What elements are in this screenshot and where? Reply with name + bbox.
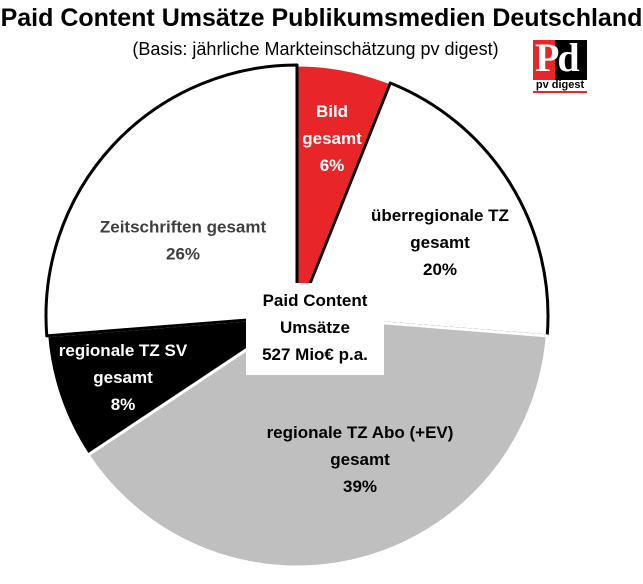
pie-slice-ueberregionale-tz (295, 81, 550, 338)
center-label-box: Paid Content Umsätze 527 Mio€ p.a. (246, 283, 384, 375)
slice-value-zeitschriften: 26% (166, 245, 200, 264)
logo-red-block (533, 40, 555, 80)
slice-name-regionale-tz-sv: gesamt (93, 368, 153, 387)
slice-value-regionale-tz-abo: 39% (343, 477, 377, 496)
slice-label-zeitschriften: Zeitschriften gesamt 26% (100, 218, 267, 264)
slice-value-regionale-tz-sv: 8% (111, 395, 136, 414)
slice-name-bild: gesamt (302, 129, 362, 148)
slice-name-ueberregionale-tz: gesamt (410, 233, 470, 252)
slice-name-ueberregionale-tz: überregionale TZ (371, 206, 509, 225)
center-label-line3: 527 Mio€ p.a. (262, 345, 368, 364)
logo-letters: Pd (535, 35, 580, 80)
slice-name-regionale-tz-abo: gesamt (330, 450, 390, 469)
slice-value-bild: 6% (320, 156, 345, 175)
slice-name-regionale-tz-abo: regionale TZ Abo (+EV) (267, 423, 454, 442)
pv-digest-logo: Pd pv digest (533, 36, 587, 93)
slice-name-zeitschriften: Zeitschriften gesamt (100, 218, 267, 237)
center-label-line2: Umsätze (280, 318, 350, 337)
center-label-line1: Paid Content (262, 291, 368, 310)
slice-name-regionale-tz-sv: regionale TZ SV (59, 341, 188, 360)
chart-title: Paid Content Umsätze Publikumsmedien Deu… (0, 4, 643, 32)
slice-label-ueberregionale-tz: überregionale TZ gesamt 20% (371, 206, 509, 279)
slice-name-bild: Bild (316, 102, 348, 121)
slice-label-regionale-tz-abo: regionale TZ Abo (+EV) gesamt 39% (267, 423, 454, 496)
slice-label-regionale-tz-sv: regionale TZ SV gesamt 8% (59, 341, 188, 414)
chart-subtitle: (Basis: jährliche Markteinschätzung pv d… (132, 39, 499, 59)
slice-value-ueberregionale-tz: 20% (423, 260, 457, 279)
slice-label-bild: Bild gesamt 6% (302, 102, 362, 175)
logo-name: pv digest (533, 79, 587, 93)
pie-slice-zeitschriften (44, 63, 299, 338)
center-label: Paid Content Umsätze 527 Mio€ p.a. (246, 287, 384, 368)
pie-slice-regionale-tz-sv (45, 314, 299, 457)
